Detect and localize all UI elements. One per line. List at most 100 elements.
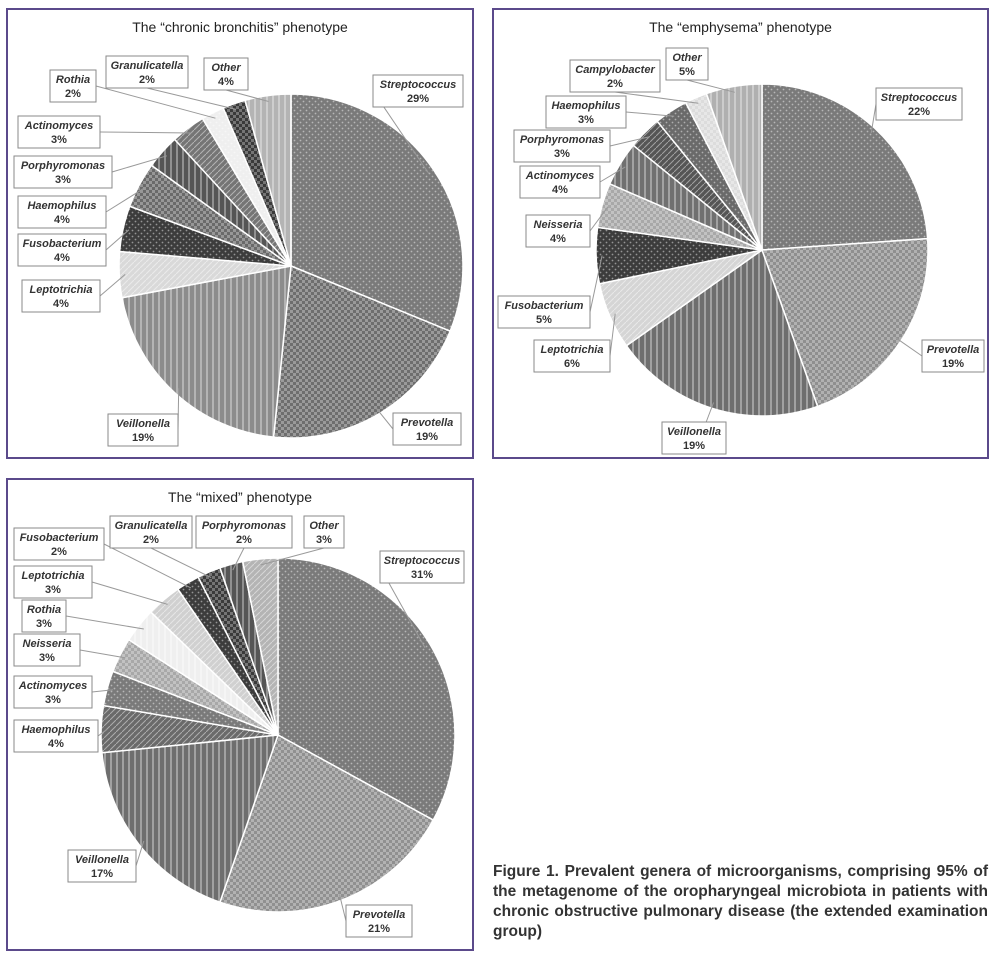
label-other: Other 3% (303, 515, 345, 549)
category-label: Leptotrichia (30, 284, 93, 296)
label-box (372, 74, 464, 108)
chronic-bronchitis-panel: The “chronic bronchitis” phenotype Strep… (6, 8, 474, 459)
category-label: Fusobacterium (20, 532, 99, 544)
category-label: Haemophilus (551, 100, 620, 112)
leader-line (232, 547, 245, 571)
leader-line (105, 187, 145, 213)
value-label: 4% (550, 233, 566, 245)
label-streptococcus: Streptococcus 22% (875, 87, 963, 121)
value-label: 21% (368, 923, 390, 935)
label-box (13, 675, 93, 709)
leader-line (91, 581, 168, 605)
chart-title: The “mixed” phenotype (168, 489, 312, 505)
label-rothia: Rothia 2% (49, 69, 97, 103)
leader-line (260, 547, 325, 566)
leader-line (225, 89, 269, 102)
category-label: Veillonella (116, 418, 170, 430)
label-box (49, 69, 97, 103)
label-box (17, 233, 107, 267)
label-streptococcus: Streptococcus 31% (379, 550, 465, 584)
value-label: 3% (554, 148, 570, 160)
label-veillonella: Veillonella 19% (661, 421, 727, 455)
category-label: Porphyromonas (21, 160, 105, 172)
category-label: Haemophilus (27, 200, 96, 212)
value-label: 2% (51, 546, 67, 558)
value-label: 3% (578, 114, 594, 126)
label-box (533, 339, 611, 373)
label-porphyromonas: Porphyromonas 2% (195, 515, 293, 549)
value-label: 22% (908, 106, 930, 118)
label-campylobacter: Campylobacter 2% (569, 59, 661, 93)
leader-line (686, 79, 735, 93)
value-label: 3% (39, 652, 55, 664)
value-label: 3% (55, 174, 71, 186)
label-box (525, 214, 591, 248)
leader-line (103, 543, 192, 589)
label-veillonella: Veillonella 19% (107, 413, 179, 447)
leader-line (65, 615, 144, 630)
label-box (921, 339, 985, 373)
value-label: 3% (36, 618, 52, 630)
pie-slice-streptococcus (277, 557, 456, 822)
label-box (21, 599, 67, 633)
value-label: 2% (139, 74, 155, 86)
category-label: Leptotrichia (22, 570, 85, 582)
label-leptotrichia: Leptotrichia 6% (533, 339, 611, 373)
label-haemophilus: Haemophilus 3% (545, 95, 627, 129)
value-label: 4% (54, 214, 70, 226)
label-box (379, 550, 465, 584)
label-actinomyces: Actinomyces 3% (13, 675, 93, 709)
label-box (513, 129, 611, 163)
leader-line (99, 274, 126, 297)
label-neisseria: Neisseria 3% (13, 633, 81, 667)
category-label: Prevotella (353, 909, 406, 921)
label-fusobacterium: Fusobacterium 2% (13, 527, 105, 561)
label-actinomyces: Actinomyces 4% (519, 165, 601, 199)
mixed-pie-chart: Streptococcus 31% Prevotella 21% Veillonella… (13, 515, 465, 938)
label-box (13, 527, 105, 561)
leader-line (79, 649, 126, 659)
label-prevotella: Prevotella 19% (392, 412, 462, 446)
label-box (203, 57, 249, 91)
pie-slice-prevotella (272, 264, 452, 439)
value-label: 4% (54, 252, 70, 264)
value-label: 6% (564, 358, 580, 370)
label-neisseria: Neisseria 4% (525, 214, 591, 248)
label-box (303, 515, 345, 549)
category-label: Prevotella (927, 344, 980, 356)
value-label: 19% (132, 432, 154, 444)
category-label: Leptotrichia (541, 344, 604, 356)
value-label: 19% (416, 431, 438, 443)
value-label: 17% (91, 868, 113, 880)
category-label: Rothia (27, 604, 61, 616)
leader-line (870, 103, 877, 134)
label-box (497, 295, 591, 329)
label-box (665, 47, 709, 81)
label-prevotella: Prevotella 21% (345, 904, 413, 938)
leader-line (105, 229, 130, 251)
leader-line (150, 547, 212, 579)
leader-line (376, 407, 394, 430)
label-box (875, 87, 963, 121)
category-label: Other (211, 62, 241, 74)
category-label: Porphyromonas (202, 520, 286, 532)
label-box (13, 633, 81, 667)
label-box (21, 279, 101, 313)
label-box (519, 165, 601, 199)
value-label: 4% (53, 298, 69, 310)
pie-slice-streptococcus (290, 93, 464, 333)
leader-line (135, 840, 145, 867)
label-rothia: Rothia 3% (21, 599, 67, 633)
leader-line (625, 111, 675, 117)
value-label: 3% (45, 584, 61, 596)
leader-line (111, 155, 168, 173)
value-label: 4% (218, 76, 234, 88)
value-label: 5% (536, 314, 552, 326)
leader-line (609, 313, 616, 357)
label-box (67, 849, 137, 883)
pie-slice-other (705, 83, 763, 251)
leader-line (614, 91, 699, 104)
leader-line (99, 131, 192, 134)
pie-slice-other (241, 557, 279, 736)
emphysema-pie-chart: Streptococcus22%Prevotella19%Veillonella… (497, 47, 985, 455)
